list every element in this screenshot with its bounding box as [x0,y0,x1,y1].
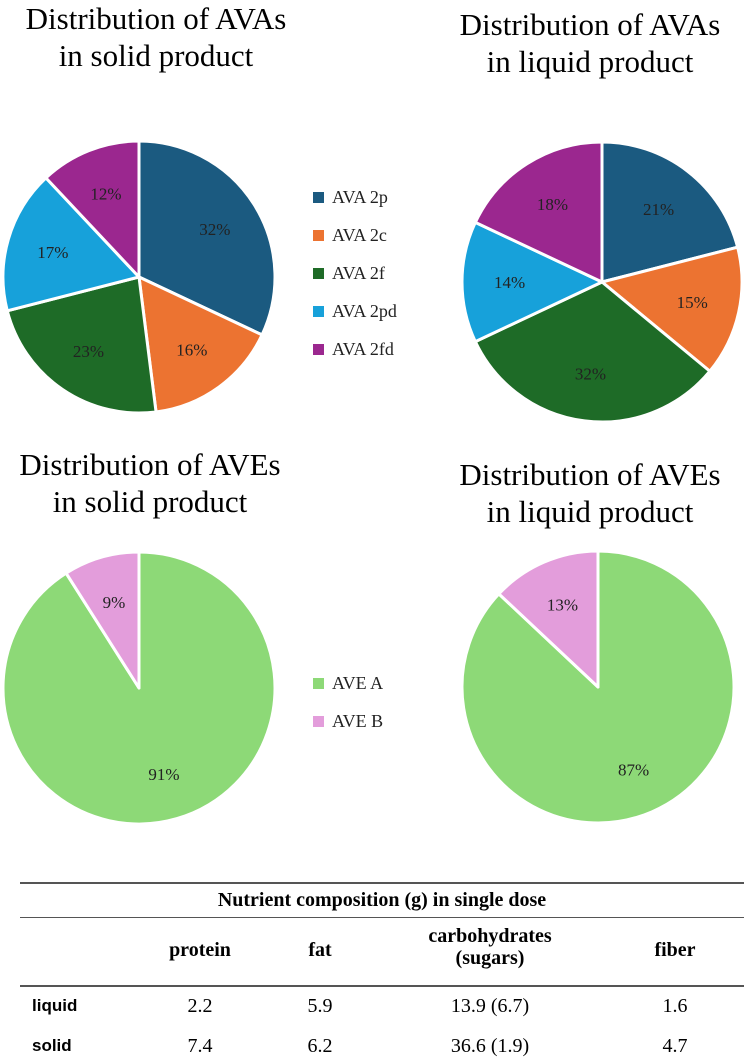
title-line: in liquid product [486,44,694,79]
legend-label: AVA 2f [332,263,385,283]
column-header-protein: protein [169,939,231,961]
legend-swatch [313,678,324,689]
table-header-rule [20,985,744,987]
table-top-rule [20,882,744,884]
pie-data-label: 16% [176,341,207,360]
pie-data-label: 17% [37,243,68,262]
title-line: Distribution of AVAs [25,1,287,36]
table-title-rule [20,917,744,918]
pie-data-label: 12% [90,185,121,204]
pie-slice-ava-2pd [1,176,141,313]
legend-swatch [313,192,324,203]
title-line: Distribution of AVEs [19,447,281,482]
legend-label: AVA 2p [332,187,388,207]
legend-label: AVE A [332,673,384,693]
legend-item: AVE A [313,673,383,694]
table-title: Nutrient composition (g) in single dose [217,889,547,911]
legend-label: AVA 2fd [332,339,394,359]
legend-label: AVA 2pd [332,301,397,321]
legend-label: AVA 2c [332,225,387,245]
column-header-carbohydrates: carbohydrates (sugars) [400,925,580,969]
column-header-fat: fat [308,939,332,961]
header-line: (sugars) [455,947,525,969]
column-header-fiber: fiber [654,939,696,961]
legend-swatch [313,716,324,727]
table-cell: 7.4 [187,1035,213,1057]
legend-swatch [313,344,324,355]
legend-swatch [313,306,324,317]
row-label-liquid: liquid [32,996,78,1015]
legend-swatch [313,268,324,279]
table-cell: 1.6 [662,995,688,1017]
chart-title-ava-liquid: Distribution of AVAs in liquid product [440,6,740,80]
title-line: Distribution of AVAs [459,7,721,42]
nutrient-table: Nutrient composition (g) in single dose … [20,882,744,1064]
legend-item: AVA 2f [313,263,385,284]
chart-title-ava-solid: Distribution of AVAs in solid product [6,0,306,74]
table-cell: 4.7 [662,1035,688,1057]
table-cell: 36.6 (1.9) [450,1035,530,1057]
pie-slice-ava-2f [5,275,158,415]
legend-item: AVA 2pd [313,301,397,322]
legend-ave: AVE A AVE B [313,671,433,741]
title-line: Distribution of AVEs [459,457,721,492]
legend-item: AVE B [313,711,383,732]
legend-swatch [313,230,324,241]
pie-slice-ava-2p [137,139,277,337]
pie-data-label: 23% [73,342,104,361]
pie-data-label: 32% [199,220,230,239]
title-line: in solid product [52,484,248,519]
legend-item: AVA 2fd [313,339,394,360]
table-cell: 2.2 [187,995,213,1017]
legend-label: AVE B [332,711,384,731]
table-cell: 6.2 [307,1035,333,1057]
title-line: in solid product [58,38,254,73]
chart-title-ave-liquid: Distribution of AVEs in liquid product [440,456,740,530]
chart-title-ave-solid: Distribution of AVEs in solid product [0,446,300,520]
legend-ava: AVA 2p AVA 2c AVA 2f AVA 2pd AVA 2fd [313,185,433,375]
header-line: carbohydrates [428,925,552,947]
pie-slice-ava-2fd [44,139,141,279]
legend-item: AVA 2c [313,225,387,246]
table-cell: 5.9 [307,995,333,1017]
legend-item: AVA 2p [313,187,388,208]
row-label-solid: solid [32,1036,72,1055]
pie-slice-ava-2c [137,275,264,414]
title-line: in liquid product [486,494,694,529]
table-cell: 13.9 (6.7) [450,995,530,1017]
